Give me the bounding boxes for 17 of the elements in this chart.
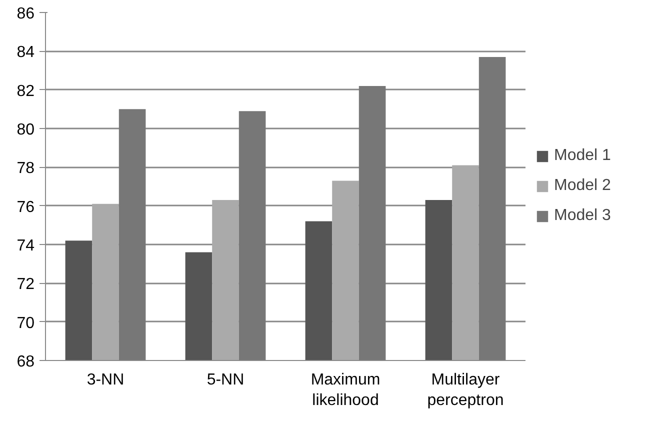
y-tick-label: 86 bbox=[16, 6, 35, 22]
x-tick-label: 3-NN bbox=[86, 372, 124, 388]
y-tick-label: 84 bbox=[16, 44, 35, 62]
y-tick-label: 74 bbox=[16, 238, 35, 254]
y-tick-label: 76 bbox=[16, 198, 35, 216]
y-tick-label: 78 bbox=[16, 160, 35, 178]
x-tick-label: Maximum likelihood bbox=[310, 372, 380, 409]
y-tick-label: 70 bbox=[16, 314, 35, 332]
x-tick-label: 5-NN bbox=[206, 372, 244, 388]
legend-label: Model 1 bbox=[554, 147, 611, 165]
y-tick-label: 82 bbox=[16, 82, 35, 100]
y-tick-label: 72 bbox=[16, 276, 35, 294]
x-tick-label: Multilayer perceptron bbox=[427, 372, 504, 409]
legend-label: Model 2 bbox=[554, 177, 611, 195]
y-tick-label: 68 bbox=[16, 354, 35, 370]
legend-label: Model 3 bbox=[554, 207, 611, 225]
y-tick-label: 80 bbox=[16, 122, 35, 138]
